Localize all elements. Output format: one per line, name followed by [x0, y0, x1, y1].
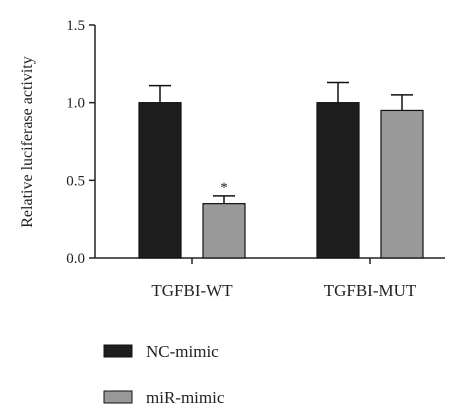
x-category-label: TGFBI-WT	[151, 281, 233, 300]
y-tick-label: 1.5	[66, 18, 85, 34]
bar	[202, 203, 246, 259]
y-tick-label: 1.0	[66, 96, 85, 112]
y-tick-label: 0.0	[66, 251, 85, 267]
y-tick-label: 0.5	[66, 173, 85, 189]
bar	[138, 102, 182, 259]
legend-label: NC-mimic	[146, 342, 219, 361]
legend-swatch	[103, 344, 133, 358]
legend: NC-mimic miR-mimic	[103, 342, 225, 407]
legend-label: miR-mimic	[146, 388, 225, 407]
bar	[380, 109, 424, 259]
bar	[316, 102, 360, 259]
bars: *	[138, 81, 424, 259]
y-axis-title: Relative luciferase activity	[19, 56, 36, 227]
significance-marker: *	[220, 180, 228, 196]
x-category-label: TGFBI-MUT	[324, 281, 417, 300]
legend-swatch	[103, 390, 133, 404]
